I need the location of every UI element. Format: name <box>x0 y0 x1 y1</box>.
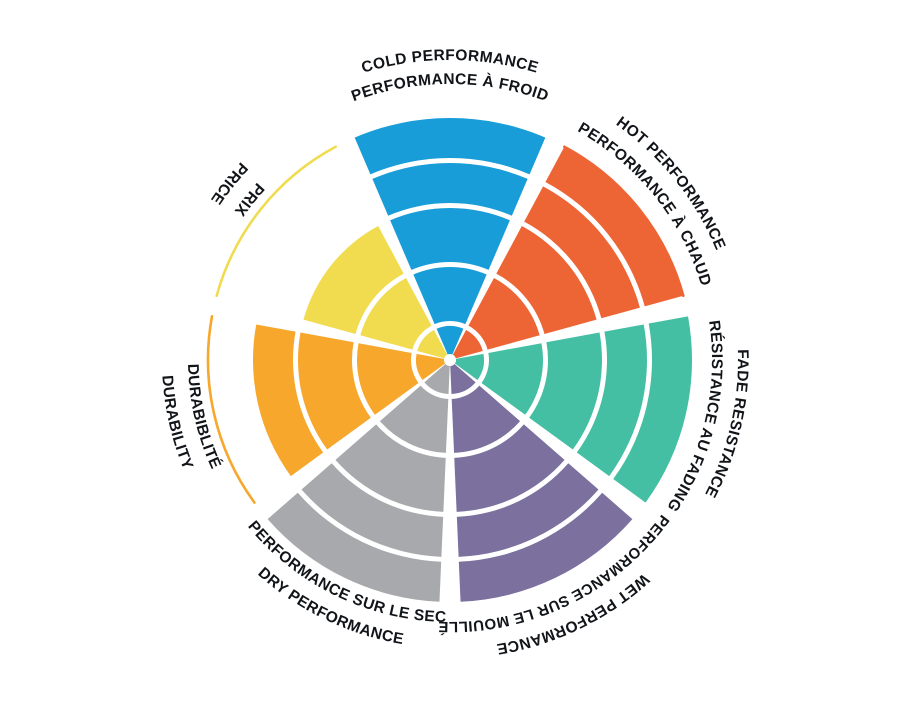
sector-cold-performance-ring-3 <box>390 208 510 270</box>
sector-wet-performance-ring-5 <box>458 492 633 602</box>
sector-hot-performance-ring-4 <box>524 186 640 319</box>
sector-hot-performance-ring-5 <box>545 146 684 307</box>
sector-fade-resistance-ring-5 <box>613 316 692 503</box>
sector-dry-performance-ring-5 <box>267 492 442 602</box>
sector-durability-ring-4 <box>253 324 324 477</box>
sector-dry-performance-ring-3 <box>335 424 446 512</box>
sector-wet-performance-ring-3 <box>454 424 565 512</box>
sector-hot-performance[interactable] <box>452 146 684 359</box>
sector-fade-resistance-ring-4 <box>576 324 647 477</box>
sector-dry-performance-ring-2 <box>379 385 449 453</box>
sector-durability-ring-3 <box>297 332 371 450</box>
guide-arc-durability <box>206 315 256 504</box>
sector-price-ring-3 <box>303 226 404 334</box>
sector-fade-resistance-ring-1 <box>454 353 484 381</box>
sector-dry-performance-ring-4 <box>301 463 444 557</box>
sector-fade-resistance-ring-3 <box>529 332 602 450</box>
sector-hot-performance-ring-1 <box>452 330 483 359</box>
sector-wet-performance[interactable] <box>450 363 633 602</box>
sector-price-ring-1 <box>417 330 448 359</box>
sector-price-ring-2 <box>360 278 432 350</box>
sector-fade-resistance-ring-2 <box>481 343 543 415</box>
guide-arc-price <box>215 145 337 298</box>
sector-dry-performance-ring-1 <box>424 363 450 394</box>
sector-wet-performance-ring-4 <box>456 463 599 557</box>
sector-durability-ring-1 <box>416 353 446 381</box>
sector-wet-performance-ring-1 <box>450 363 476 394</box>
sector-label-line: PERFORMANCE À FROID <box>349 71 551 105</box>
sector-cold-performance-ring-2 <box>413 267 487 325</box>
sector-cold-performance-ring-4 <box>372 163 528 216</box>
sector-dry-performance[interactable] <box>267 363 450 602</box>
sector-cold-performance-ring-5 <box>354 118 546 175</box>
sector-hot-performance-ring-3 <box>496 226 597 334</box>
sector-fade-resistance[interactable] <box>454 316 692 503</box>
sector-durability[interactable] <box>253 324 446 477</box>
sector-cold-performance[interactable] <box>354 118 546 355</box>
sector-wet-performance-ring-2 <box>451 385 521 453</box>
wedges-layer <box>253 118 692 602</box>
sector-durability-ring-2 <box>357 343 419 415</box>
sector-cold-performance-ring-1 <box>436 326 464 355</box>
sector-price[interactable] <box>303 226 448 359</box>
sector-hot-performance-ring-2 <box>468 278 540 350</box>
